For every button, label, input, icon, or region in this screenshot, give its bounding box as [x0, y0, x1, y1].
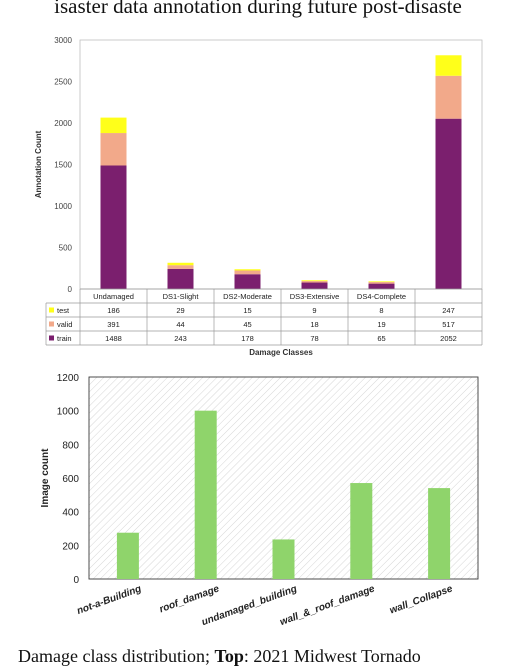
bar-segment-valid [100, 133, 127, 166]
table-cell-value: 2052 [440, 334, 457, 343]
y-tick-label: 200 [62, 541, 79, 552]
plot-area-border [79, 39, 483, 290]
y-tick-label: 1000 [54, 202, 72, 211]
bar-segment-test [301, 280, 328, 282]
bar-segment-valid [234, 270, 261, 275]
bar-segment-train [435, 118, 462, 290]
bar-segment-test [167, 262, 194, 266]
table-cell-value: 65 [377, 334, 385, 343]
bar [194, 410, 217, 579]
bar-segment-test [234, 269, 261, 271]
y-axis-title: Image count [40, 448, 51, 508]
x-category-label: DS2-Moderate [223, 292, 272, 301]
bar-segment-train [100, 165, 127, 289]
table-cell-value: 18 [310, 320, 318, 329]
bar-segment-valid [368, 282, 395, 284]
figure-caption: Damage class distribution; Top: 2021 Mid… [0, 646, 516, 667]
bar-segment-test [435, 55, 462, 76]
caption-suffix: : 2021 Midwest Tornado [243, 646, 421, 666]
y-tick-label: 0 [68, 285, 73, 294]
legend-label-valid: valid [57, 320, 72, 329]
caption-prefix: Damage class distribution; [18, 646, 215, 666]
x-category-label: roof_damage [158, 583, 221, 615]
image-count-bar-chart: 0 200 400 600 800 1000 1200 Image count not-a-Bu… [40, 373, 479, 628]
table-cell-value: 44 [176, 320, 184, 329]
x-category-label: DS4-Complete [357, 292, 406, 301]
y-tick-label: 1500 [54, 161, 72, 170]
header-text-fragment: isaster data annotation during future po… [54, 0, 462, 18]
legend-key-train [49, 335, 54, 341]
bar-segment-valid [167, 265, 194, 269]
y-axis-title: Annotation Count [34, 130, 43, 198]
table-cell-value: 517 [442, 320, 455, 329]
bar-segment-train [368, 283, 395, 289]
table-cell-value: 247 [442, 306, 455, 315]
stacked-bar-chart: 0 500 1000 1500 2000 2500 3000 Annotation Count… [34, 36, 483, 357]
y-tick-label: 2500 [54, 78, 72, 87]
y-tick-label: 400 [62, 508, 79, 519]
y-tick-label: 800 [62, 440, 79, 451]
table-cell-value: 78 [310, 334, 318, 343]
x-category-label: DS1-Slight [163, 292, 200, 301]
table-cell-value: 19 [377, 320, 385, 329]
bar-segment-train [167, 268, 194, 289]
y-tick-label: 1000 [57, 407, 80, 418]
legend-label-train: train [57, 334, 72, 343]
table-cell-value: 243 [174, 334, 187, 343]
caption-bold: Top [214, 646, 244, 666]
bar-segment-valid [435, 75, 462, 119]
y-tick-label: 0 [73, 575, 79, 586]
bar-segment-test [100, 117, 127, 134]
y-tick-label: 500 [59, 244, 73, 253]
table-cell-value: 186 [107, 306, 120, 315]
y-tick-label: 600 [62, 474, 79, 485]
y-tick-label: 3000 [54, 36, 72, 45]
bar [272, 539, 295, 579]
table-cell-value: 15 [243, 306, 251, 315]
x-category-label: DS3-Extensive [290, 292, 340, 301]
x-axis-title: Damage Classes [249, 348, 313, 357]
x-category-label: wall_Collapse [388, 583, 454, 616]
table-cell-value: 29 [176, 306, 184, 315]
y-tick-label: 2000 [54, 119, 72, 128]
table-cell-value: 9 [312, 306, 316, 315]
legend-key-test [49, 307, 54, 313]
x-category-label: Undamaged [93, 292, 134, 301]
table-cell-value: 178 [241, 334, 254, 343]
table-cell-value: 45 [243, 320, 251, 329]
table-cell-value: 1488 [105, 334, 122, 343]
table-cell-value: 391 [107, 320, 120, 329]
table-cell-value: 8 [379, 306, 383, 315]
bar [428, 488, 451, 579]
bar-segment-test [368, 281, 395, 283]
bar [116, 532, 139, 579]
bar-segment-train [301, 282, 328, 289]
legend-label-test: test [57, 306, 70, 315]
bar [350, 483, 373, 579]
bar-segment-train [234, 274, 261, 289]
y-tick-label: 1200 [57, 373, 80, 384]
x-category-label: not-a-Building [75, 583, 142, 617]
legend-key-valid [49, 321, 54, 327]
bar-segment-valid [301, 281, 328, 283]
